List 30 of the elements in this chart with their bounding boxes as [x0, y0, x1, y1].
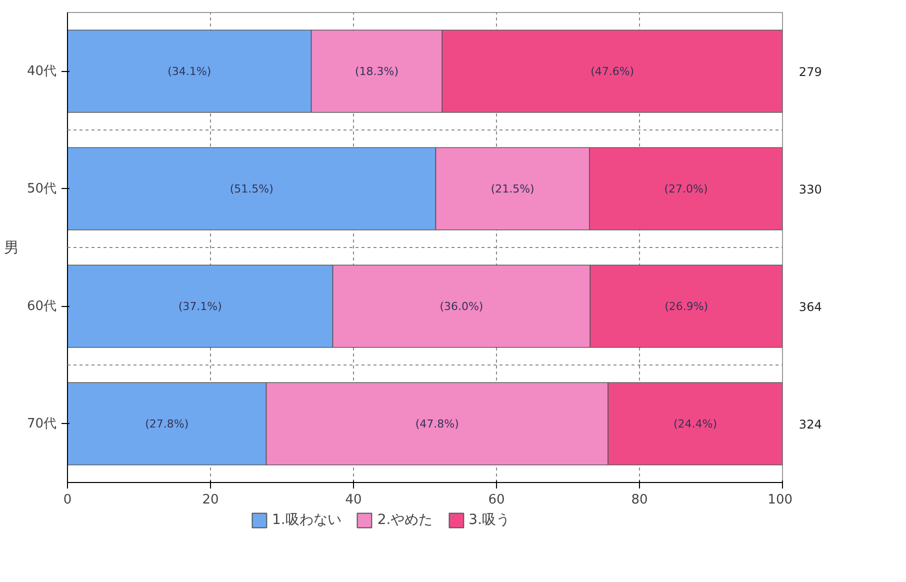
- text: 279: [798, 64, 822, 79]
- text: 364: [798, 300, 822, 314]
- data-label: (21.5%): [490, 182, 534, 196]
- data-label: (34.1%): [168, 64, 212, 78]
- x-tick-label: 20: [202, 492, 219, 508]
- x-tick-label: 60: [488, 492, 505, 508]
- legend-label: 2.やめた: [377, 511, 433, 529]
- data-label: (24.4%): [674, 417, 718, 430]
- data-label: (27.0%): [664, 182, 708, 196]
- data-label: (51.5%): [230, 182, 274, 196]
- data-label: (26.9%): [664, 300, 708, 313]
- text: 330: [798, 182, 822, 196]
- data-label: (27.8%): [145, 417, 189, 430]
- legend-label: 1.吸わない: [272, 511, 342, 529]
- x-tick-label: 0: [63, 492, 72, 508]
- y-axis-title: 男: [4, 238, 19, 256]
- x-tick-label: 100: [768, 492, 793, 508]
- x-tick-label: 80: [631, 492, 648, 508]
- data-label: (47.8%): [415, 417, 459, 430]
- data-label: (18.3%): [354, 64, 399, 78]
- data-label: (36.0%): [440, 300, 484, 313]
- y-tick-label: 50代: [26, 181, 57, 196]
- legend-label: 3.吸う: [468, 511, 510, 529]
- y-tick-label: 60代: [26, 298, 57, 314]
- y-tick-label: 40代: [26, 64, 57, 79]
- data-label: (47.6%): [590, 64, 634, 78]
- data-label: (37.1%): [178, 300, 222, 313]
- y-tick-label: 70代: [26, 416, 57, 432]
- text: 324: [798, 417, 822, 432]
- x-tick-label: 40: [345, 492, 362, 508]
